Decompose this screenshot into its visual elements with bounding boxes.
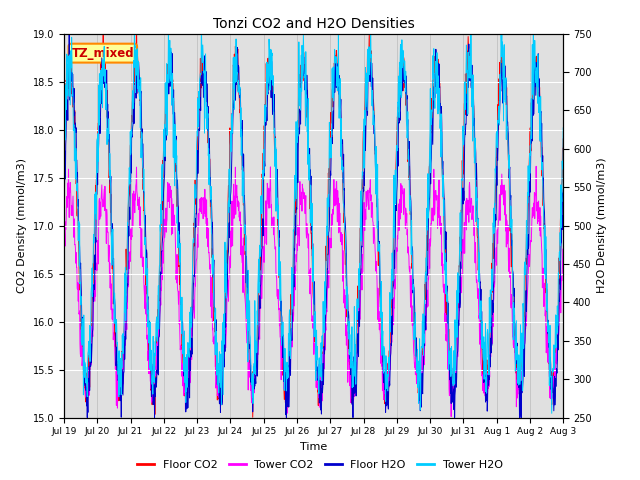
Floor H2O xyxy=(457,259,465,265)
X-axis label: Time: Time xyxy=(300,442,327,452)
Text: TZ_mixed: TZ_mixed xyxy=(72,47,134,60)
Tower CO2 xyxy=(532,163,540,169)
Tower CO2 xyxy=(447,414,455,420)
Floor H2O xyxy=(392,232,399,238)
Floor H2O xyxy=(83,415,91,420)
Tower H2O xyxy=(500,45,508,51)
Line: Tower H2O: Tower H2O xyxy=(64,24,563,413)
Floor CO2 xyxy=(457,228,465,233)
Y-axis label: H2O Density (mmol/m3): H2O Density (mmol/m3) xyxy=(597,158,607,293)
Tower CO2 xyxy=(456,300,464,306)
Y-axis label: CO2 Density (mmol/m3): CO2 Density (mmol/m3) xyxy=(17,158,27,293)
Title: Tonzi CO2 and H2O Densities: Tonzi CO2 and H2O Densities xyxy=(212,17,415,31)
Tower H2O xyxy=(60,142,68,147)
Floor H2O xyxy=(500,74,508,80)
Tower CO2 xyxy=(227,228,235,234)
Tower H2O xyxy=(548,410,556,416)
Floor CO2 xyxy=(500,61,508,67)
Floor H2O xyxy=(160,189,168,195)
Tower H2O xyxy=(159,172,166,178)
Tower CO2 xyxy=(159,248,166,253)
Tower H2O xyxy=(529,21,537,26)
Tower CO2 xyxy=(500,182,508,188)
Floor H2O xyxy=(65,31,73,36)
Tower CO2 xyxy=(559,246,567,252)
Floor H2O xyxy=(228,166,236,172)
Legend: Floor CO2, Tower CO2, Floor H2O, Tower H2O: Floor CO2, Tower CO2, Floor H2O, Tower H… xyxy=(133,456,507,474)
Tower CO2 xyxy=(171,222,179,228)
Floor CO2 xyxy=(159,164,167,169)
Tower CO2 xyxy=(391,289,399,295)
Line: Floor H2O: Floor H2O xyxy=(64,34,563,418)
Floor H2O xyxy=(172,136,180,142)
Line: Tower CO2: Tower CO2 xyxy=(64,166,563,417)
Floor H2O xyxy=(60,208,68,214)
Floor CO2 xyxy=(559,136,567,142)
Line: Floor CO2: Floor CO2 xyxy=(64,18,563,417)
Tower H2O xyxy=(171,121,179,127)
Floor CO2 xyxy=(249,414,257,420)
Tower H2O xyxy=(456,228,463,234)
Floor CO2 xyxy=(132,15,140,21)
Floor H2O xyxy=(559,187,567,192)
Tower H2O xyxy=(227,131,235,137)
Tower CO2 xyxy=(60,236,68,242)
Floor CO2 xyxy=(227,142,235,148)
Floor CO2 xyxy=(60,139,68,144)
Tower H2O xyxy=(559,125,567,131)
Tower H2O xyxy=(391,189,399,194)
Floor CO2 xyxy=(392,175,399,180)
Floor CO2 xyxy=(172,143,179,148)
